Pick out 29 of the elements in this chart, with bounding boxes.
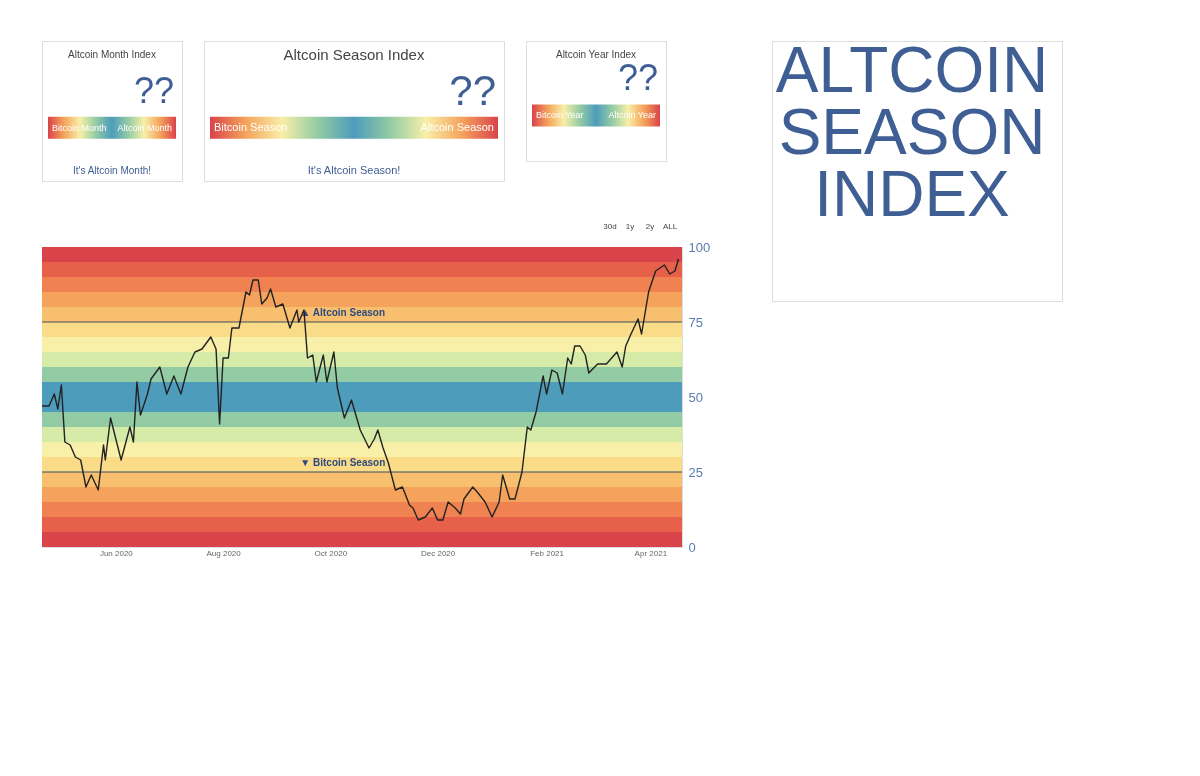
text: ?? [449, 66, 496, 114]
text: Altcoin Season [420, 120, 494, 133]
x-tick-label: Dec 2020 [420, 548, 456, 558]
y-tick-label: 75 [688, 314, 703, 330]
text: Altcoin Year Index [555, 49, 637, 60]
x-tick-label: Oct 2020 [314, 548, 348, 558]
ref-line-label: ▼ Bitcoin Season [300, 457, 386, 468]
text: ?? [617, 57, 658, 99]
text: Bitcoin Season [214, 120, 288, 133]
text: ?? [133, 69, 174, 111]
text: It's Altcoin Season! [307, 164, 401, 176]
text: 30d [603, 222, 617, 231]
y-tick-label: 0 [688, 539, 696, 555]
x-tick-label: Apr 2021 [634, 548, 668, 558]
text: ALTCOIN SEASON INDEX [775, 34, 1049, 230]
y-tick-label: 100 [688, 239, 711, 255]
x-tick-label: Aug 2020 [206, 548, 242, 558]
y-tick-label: 25 [688, 464, 703, 480]
text: 1y [625, 222, 635, 231]
text: Altcoin Month Index [68, 49, 156, 60]
text: It's Altcoin Month! [72, 165, 152, 176]
x-tick-label: Jun 2020 [99, 548, 134, 558]
text: ALL [662, 222, 678, 231]
line-series [41, 258, 680, 521]
text: Altcoin Season Index [283, 46, 425, 63]
x-tick-label: Feb 2021 [530, 548, 565, 558]
y-tick-label: 50 [688, 389, 703, 405]
text: 2y [645, 222, 655, 231]
text: Bitcoin Year [536, 110, 584, 121]
